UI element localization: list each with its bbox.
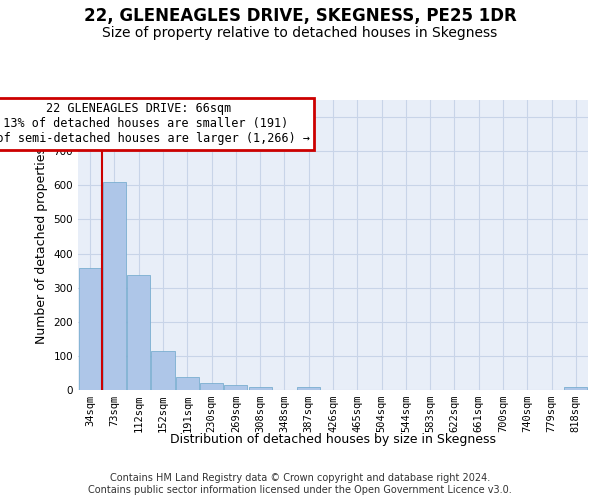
Text: 22, GLENEAGLES DRIVE, SKEGNESS, PE25 1DR: 22, GLENEAGLES DRIVE, SKEGNESS, PE25 1DR [83,8,517,26]
Text: Size of property relative to detached houses in Skegness: Size of property relative to detached ho… [103,26,497,40]
Bar [200,383,223,390]
Bar [565,388,587,390]
Bar [176,377,199,390]
Text: 22 GLENEAGLES DRIVE: 66sqm
← 13% of detached houses are smaller (191)
85% of sem: 22 GLENEAGLES DRIVE: 66sqm ← 13% of deta… [0,102,310,146]
Bar [127,274,150,390]
Y-axis label: Number of detached properties: Number of detached properties [35,146,48,344]
Bar [297,386,320,390]
Bar [151,351,175,390]
Bar [79,268,101,390]
Bar [248,386,272,390]
Text: Distribution of detached houses by size in Skegness: Distribution of detached houses by size … [170,432,496,446]
Bar [224,384,247,390]
Bar [103,182,126,390]
Text: Contains HM Land Registry data © Crown copyright and database right 2024.
Contai: Contains HM Land Registry data © Crown c… [88,474,512,495]
